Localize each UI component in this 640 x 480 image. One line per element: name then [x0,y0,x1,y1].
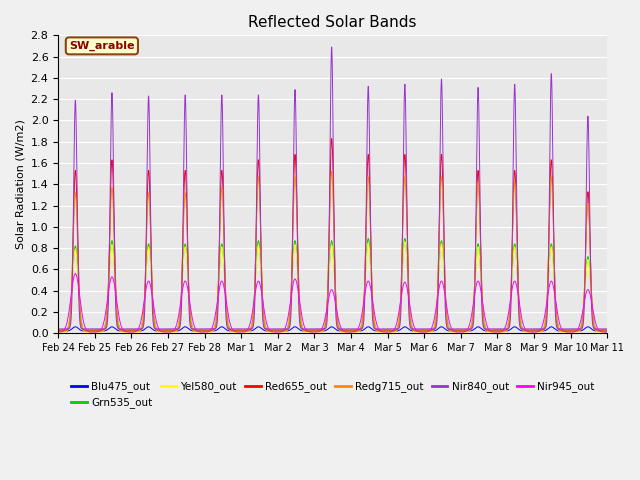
Grn535_out [401,236,409,241]
Red655_out [604,327,611,333]
Blu475_out [503,328,511,334]
Blu475_out [467,328,475,334]
Nir840_out [503,326,511,332]
Yel580_out [54,329,62,335]
Nir840_out [405,308,413,313]
Blu475_out [511,324,518,330]
Nir945_out [495,329,503,335]
Grn535_out [482,325,490,331]
Text: SW_arable: SW_arable [69,41,134,51]
Red655_out [54,327,62,333]
Nir945_out [54,329,62,335]
Nir945_out [482,318,490,324]
Yel580_out [467,325,475,331]
Red655_out [328,136,335,142]
Nir840_out [482,326,490,332]
Line: Yel580_out: Yel580_out [58,242,607,332]
Blu475_out [604,328,611,334]
Yel580_out [503,327,511,333]
Nir840_out [54,326,62,332]
Red655_out [405,289,413,295]
Red655_out [467,326,475,332]
Nir945_out [72,271,79,276]
Yel580_out [482,327,490,333]
Grn535_out [467,324,475,330]
Yel580_out [495,329,503,335]
Title: Reflected Solar Bands: Reflected Solar Bands [248,15,417,30]
Line: Grn535_out: Grn535_out [58,239,607,331]
Redg715_out [482,328,490,334]
Red655_out [482,327,490,333]
Line: Redg715_out: Redg715_out [58,171,607,331]
Line: Nir945_out: Nir945_out [58,274,607,332]
Nir840_out [604,326,611,332]
Redg715_out [503,327,511,333]
Grn535_out [405,290,413,296]
Yel580_out [604,329,611,335]
Line: Blu475_out: Blu475_out [58,327,607,331]
Nir945_out [503,318,511,324]
Yel580_out [405,293,413,299]
Nir840_out [83,326,91,332]
Blu475_out [495,328,503,334]
Red655_out [495,327,503,333]
Nir840_out [328,44,335,50]
Grn535_out [54,328,62,334]
Redg715_out [467,327,475,333]
Blu475_out [54,328,62,334]
Grn535_out [83,328,91,334]
Nir945_out [467,316,475,322]
Yel580_out [83,329,91,335]
Grn535_out [604,328,611,334]
Nir945_out [83,327,91,333]
Blu475_out [83,328,91,334]
Nir840_out [495,326,503,332]
Y-axis label: Solar Radiation (W/m2): Solar Radiation (W/m2) [15,120,25,249]
Blu475_out [482,328,490,334]
Legend: Blu475_out, Grn535_out, Yel580_out, Red655_out, Redg715_out, Nir840_out, Nir945_: Blu475_out, Grn535_out, Yel580_out, Red6… [67,377,598,412]
Redg715_out [495,328,503,334]
Redg715_out [83,328,91,334]
Redg715_out [54,328,62,334]
Yel580_out [401,239,409,245]
Nir945_out [604,329,611,335]
Red655_out [503,327,511,333]
Line: Nir840_out: Nir840_out [58,47,607,329]
Redg715_out [328,168,335,174]
Line: Red655_out: Red655_out [58,139,607,330]
Redg715_out [604,328,611,334]
Blu475_out [405,326,413,332]
Red655_out [83,327,91,333]
Redg715_out [405,290,413,296]
Nir840_out [467,326,475,332]
Grn535_out [503,325,511,331]
Grn535_out [495,328,503,334]
Nir945_out [405,295,413,301]
